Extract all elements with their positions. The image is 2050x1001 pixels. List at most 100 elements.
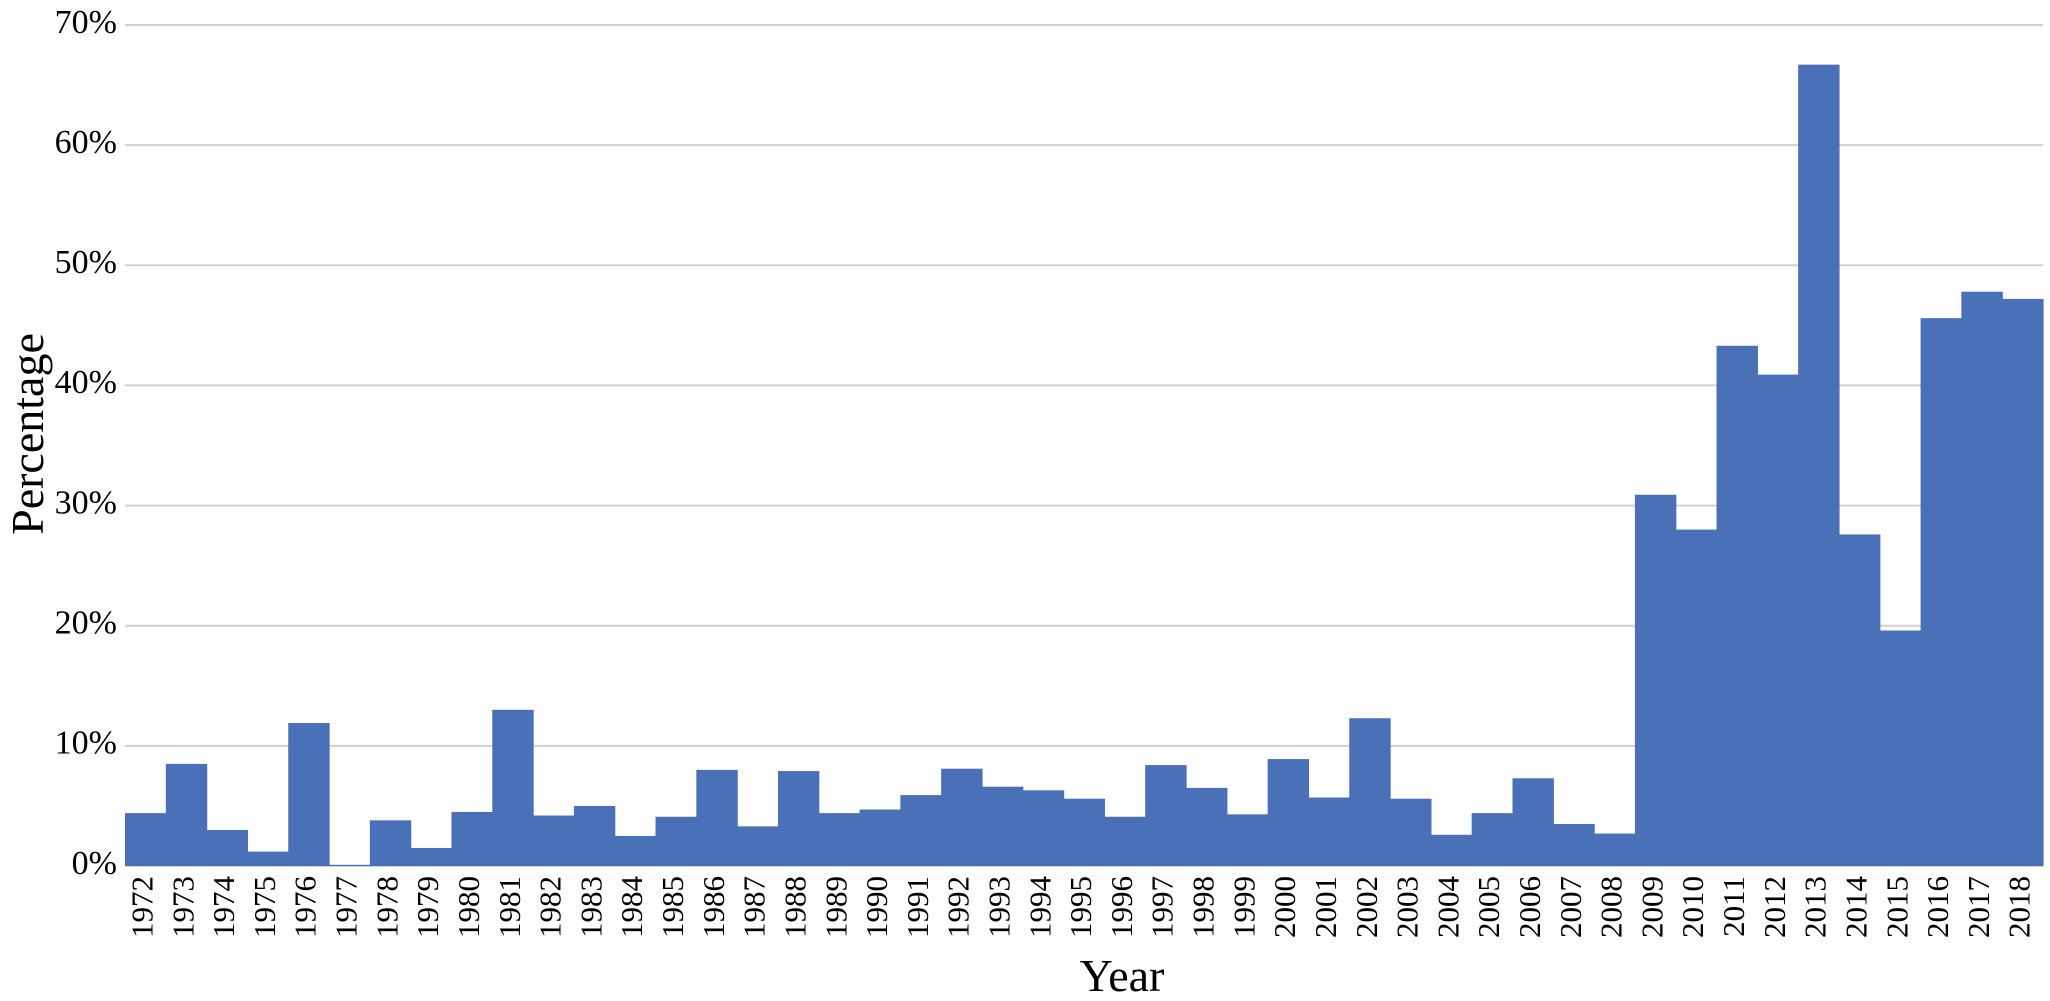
y-axis-ticks: 0% 10% 20% 30% 40% 50% 60% 70%	[55, 4, 117, 882]
bar-2009	[1634, 494, 1677, 866]
bar-2005	[1471, 813, 1514, 866]
x-tick-label: 1975	[247, 876, 282, 938]
bar-2007	[1553, 823, 1595, 866]
x-tick-label: 1986	[696, 876, 731, 938]
bar-2012	[1757, 374, 1799, 866]
x-axis-ticks: 1972 1973 1974 1975 1976 1977 1978 1979 1980 1981…	[125, 876, 2037, 939]
x-tick-label: 1985	[655, 876, 690, 938]
gridlines	[125, 24, 2043, 867]
bar-1999	[1226, 814, 1269, 866]
bar-1987	[737, 826, 779, 866]
bar-1980	[451, 811, 493, 866]
bar-1983	[573, 805, 616, 866]
bar-1995	[1063, 798, 1106, 866]
x-tick-label: 2008	[1594, 876, 1629, 938]
bar-1997	[1145, 765, 1187, 866]
x-tick-label: 1989	[818, 876, 853, 938]
y-tick-label: 50%	[55, 244, 117, 281]
bars	[125, 64, 2044, 866]
bar-1976	[288, 723, 330, 866]
x-axis-title: Year	[1080, 950, 1165, 1001]
x-tick-label: 2009	[1634, 876, 1669, 938]
x-tick-label: 2012	[1757, 876, 1792, 938]
bar-2018	[2002, 298, 2044, 866]
bar-2010	[1675, 529, 1718, 866]
x-tick-label: 2017	[1961, 876, 1996, 938]
bar-1974	[206, 829, 249, 866]
x-tick-label: 2013	[1798, 876, 1833, 938]
x-tick-label: 2000	[1267, 876, 1302, 938]
bar-1975	[247, 851, 289, 866]
x-tick-label: 1993	[981, 876, 1016, 938]
x-tick-label: 2015	[1879, 876, 1914, 938]
bar-1985	[655, 816, 697, 866]
bar-1973	[165, 763, 208, 866]
bar-1996	[1104, 816, 1146, 866]
bar-2015	[1879, 630, 1922, 866]
bar-2002	[1349, 718, 1391, 866]
bar-1990	[859, 809, 901, 866]
bar-1992	[941, 768, 983, 866]
bar-1972	[125, 813, 167, 866]
bar-1993	[981, 786, 1024, 866]
bar-1984	[614, 835, 657, 866]
x-tick-label: 2007	[1553, 876, 1588, 938]
bar-2011	[1716, 345, 1758, 866]
x-tick-label: 1994	[1022, 876, 1057, 939]
bar-1986	[696, 769, 738, 866]
x-tick-label: 1978	[369, 876, 404, 938]
x-tick-label: 2004	[1430, 876, 1465, 939]
bar-1981	[492, 709, 534, 866]
bar-1994	[1022, 790, 1065, 866]
x-tick-label: 1996	[1104, 876, 1139, 938]
y-tick-label: 70%	[55, 4, 117, 41]
y-axis-title: Percentage	[2, 333, 53, 535]
y-tick-label: 40%	[55, 364, 117, 401]
x-tick-label: 2006	[1512, 876, 1547, 938]
bar-2016	[1920, 318, 1962, 866]
x-tick-label: 1977	[329, 876, 364, 938]
bar-1998	[1186, 787, 1228, 866]
x-tick-label: 1980	[451, 876, 486, 938]
y-tick-label: 0%	[72, 845, 117, 882]
x-tick-label: 1987	[737, 876, 772, 938]
x-tick-label: 2010	[1675, 876, 1710, 938]
x-tick-label: 1988	[777, 876, 812, 938]
bar-2008	[1594, 833, 1636, 866]
y-tick-label: 20%	[55, 605, 117, 642]
y-tick-label: 60%	[55, 124, 117, 161]
x-tick-label: 1983	[573, 876, 608, 938]
x-tick-label: 1999	[1226, 876, 1261, 938]
x-tick-label: 1995	[1063, 876, 1098, 938]
x-tick-label: 2011	[1716, 876, 1751, 937]
x-tick-label: 2014	[1838, 876, 1873, 939]
bar-2001	[1308, 797, 1350, 866]
bar-1991	[900, 795, 942, 866]
x-tick-label: 1990	[859, 876, 894, 938]
bar-1977	[329, 864, 371, 866]
x-tick-label: 1982	[533, 876, 568, 938]
bar-1989	[818, 813, 861, 866]
x-tick-label: 1998	[1186, 876, 1221, 938]
x-tick-label: 1981	[492, 876, 527, 938]
x-tick-label: 1991	[900, 876, 935, 938]
x-tick-label: 2005	[1471, 876, 1506, 938]
bar-1979	[410, 847, 453, 866]
x-tick-label: 2001	[1308, 876, 1343, 938]
x-tick-label: 2003	[1390, 876, 1425, 938]
bar-2014	[1838, 534, 1881, 866]
x-tick-label: 1979	[410, 876, 445, 938]
x-tick-label: 1973	[165, 876, 200, 938]
x-tick-label: 1974	[206, 876, 241, 939]
x-tick-label: 1992	[941, 876, 976, 938]
bar-2004	[1430, 834, 1473, 866]
y-tick-label: 30%	[55, 484, 117, 521]
bar-1982	[533, 815, 575, 866]
x-tick-label: 2018	[2002, 876, 2037, 938]
bar-2003	[1390, 798, 1432, 866]
bar-1978	[369, 820, 412, 866]
x-tick-label: 1997	[1145, 876, 1180, 938]
bar-2017	[1961, 291, 2003, 866]
